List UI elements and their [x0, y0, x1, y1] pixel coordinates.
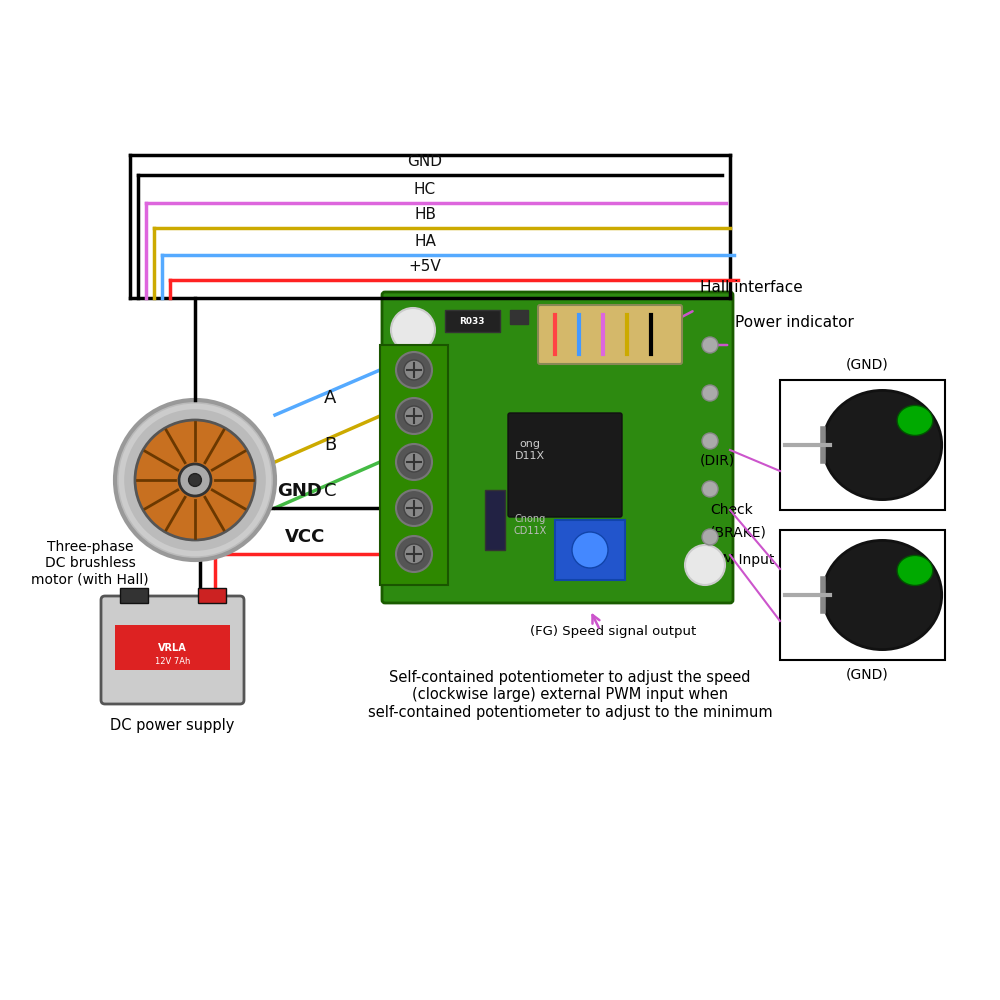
FancyBboxPatch shape: [382, 292, 733, 603]
Text: Cnong
CD11X: Cnong CD11X: [513, 514, 547, 536]
Text: DC power supply: DC power supply: [110, 718, 235, 733]
Circle shape: [404, 406, 424, 426]
Text: HA: HA: [414, 234, 436, 249]
Circle shape: [396, 536, 432, 572]
FancyBboxPatch shape: [101, 596, 244, 704]
Text: (BRAKE): (BRAKE): [710, 525, 767, 539]
Text: PWM Input: PWM Input: [700, 553, 774, 567]
Text: GND: GND: [278, 482, 322, 500]
Text: (GND): (GND): [846, 668, 889, 682]
Text: HC: HC: [414, 182, 436, 197]
Ellipse shape: [823, 390, 942, 500]
Text: A: A: [324, 389, 336, 407]
Text: (DIR): (DIR): [700, 453, 735, 467]
Text: (FG) Speed signal output: (FG) Speed signal output: [530, 625, 696, 638]
Circle shape: [702, 481, 718, 497]
Ellipse shape: [897, 555, 933, 585]
Circle shape: [702, 337, 718, 353]
Circle shape: [685, 545, 725, 585]
Text: GND: GND: [408, 154, 442, 169]
Bar: [198, 588, 226, 603]
Text: Hall interface: Hall interface: [700, 280, 803, 295]
Bar: [380, 345, 448, 585]
Circle shape: [702, 433, 718, 449]
Circle shape: [404, 452, 424, 472]
Text: HB: HB: [414, 207, 436, 222]
Text: Three-phase
DC brushless
motor (with Hall): Three-phase DC brushless motor (with Hal…: [31, 540, 149, 586]
Text: (GND): (GND): [846, 358, 889, 372]
Circle shape: [404, 360, 424, 380]
Text: R033: R033: [459, 316, 485, 326]
Text: C: C: [324, 482, 336, 500]
FancyBboxPatch shape: [508, 413, 622, 517]
Text: 12V 7Ah: 12V 7Ah: [155, 658, 190, 666]
Circle shape: [702, 529, 718, 545]
Circle shape: [135, 420, 255, 540]
Circle shape: [404, 544, 424, 564]
Circle shape: [391, 308, 435, 352]
Bar: [780, 380, 945, 510]
Circle shape: [396, 352, 432, 388]
Circle shape: [396, 490, 432, 526]
Bar: [115, 625, 230, 670]
Bar: [555, 520, 625, 580]
Circle shape: [702, 385, 718, 401]
Circle shape: [189, 474, 201, 486]
Text: VRLA: VRLA: [158, 643, 187, 653]
Text: ong
D11X: ong D11X: [515, 439, 545, 461]
Bar: [780, 530, 945, 660]
Circle shape: [572, 532, 608, 568]
Text: B: B: [324, 436, 336, 454]
FancyBboxPatch shape: [538, 305, 682, 364]
Circle shape: [396, 444, 432, 480]
Bar: [485, 490, 505, 550]
Text: VCC: VCC: [285, 528, 325, 546]
Text: Power indicator: Power indicator: [735, 315, 854, 330]
Ellipse shape: [897, 405, 933, 435]
Text: +5V: +5V: [409, 259, 441, 274]
Circle shape: [179, 464, 211, 496]
Ellipse shape: [823, 540, 942, 650]
Circle shape: [396, 398, 432, 434]
Text: Check: Check: [710, 503, 753, 517]
Bar: [120, 588, 148, 603]
Circle shape: [115, 400, 275, 560]
Bar: [510, 310, 528, 324]
Circle shape: [404, 498, 424, 518]
Text: Self-contained potentiometer to adjust the speed
(clockwise large) external PWM : Self-contained potentiometer to adjust t…: [368, 670, 772, 720]
Bar: [445, 310, 500, 332]
